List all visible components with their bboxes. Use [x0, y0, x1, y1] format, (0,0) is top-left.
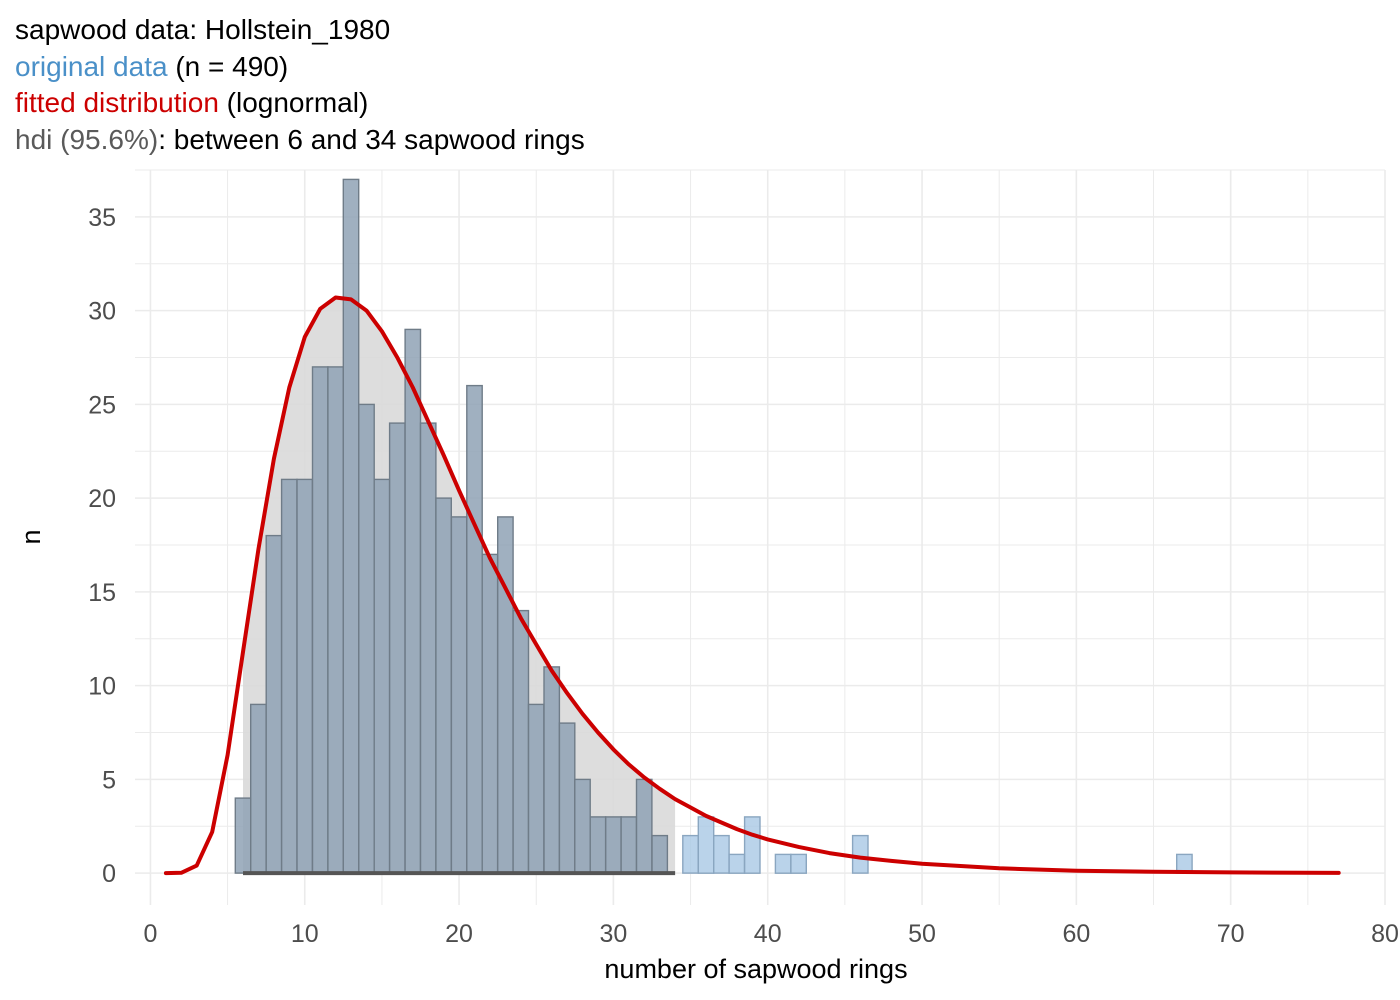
title-line-dataset: sapwood data: Hollstein_1980 [15, 14, 391, 45]
histogram-bar [713, 834, 730, 874]
histogram-bar [543, 666, 561, 874]
histogram-bar [682, 834, 699, 874]
x-tick-label: 0 [143, 920, 157, 948]
x-tick-label: 10 [291, 920, 319, 948]
x-tick-label: 40 [754, 920, 782, 948]
title-line-hdi: hdi (95.6%): between 6 and 34 sapwood ri… [15, 122, 585, 159]
histogram-bar [743, 816, 761, 874]
histogram-bar [574, 778, 591, 874]
histogram-bar [419, 422, 437, 874]
histogram-bar [635, 778, 653, 874]
histogram-bar [790, 853, 808, 874]
legend-fitted-type: (lognormal) [218, 87, 369, 118]
histogram-bar [342, 178, 360, 874]
histogram-bar [466, 384, 483, 874]
histogram-bar [620, 816, 638, 874]
y-axis-label: n [16, 529, 46, 544]
histogram-bar [728, 853, 746, 874]
x-tick-label: 30 [599, 920, 627, 948]
x-axis-label: number of sapwood rings [604, 954, 907, 984]
chart-title-block: sapwood data: Hollstein_1980 original da… [15, 12, 585, 158]
legend-fitted-distribution: fitted distribution [15, 87, 219, 118]
histogram-bar [450, 516, 468, 874]
legend-original-data: original data [15, 50, 168, 82]
title-line-fitted: fitted distribution (lognormal) [15, 85, 585, 122]
legend-hdi-range: : between 6 and 34 sapwood rings [158, 123, 585, 155]
histogram-bar [774, 853, 792, 874]
y-tick-label: 15 [88, 579, 116, 607]
y-tick-label: 10 [88, 673, 116, 701]
histogram-bar [296, 478, 314, 874]
histogram-bar [697, 816, 715, 874]
histogram-bar [234, 797, 252, 874]
title-line-original: original data (n = 490) [15, 49, 585, 86]
x-tick-label: 80 [1371, 920, 1399, 948]
y-tick-label: 25 [88, 391, 116, 419]
y-tick-label: 0 [102, 860, 116, 888]
histogram-bar [527, 703, 545, 874]
histogram-bar [558, 722, 576, 874]
y-tick-label: 35 [88, 204, 116, 232]
histogram-bar [404, 328, 422, 874]
histogram-bar [589, 816, 607, 874]
histogram-bars [234, 178, 1193, 874]
y-tick-label: 5 [102, 766, 116, 794]
legend-hdi: hdi (95.6%) [15, 123, 159, 155]
y-tick-label: 30 [88, 298, 116, 326]
axis-ticks: 0 10 20 30 40 50 60 70 80 0 5 10 15 20 25 30 35 [88, 204, 1399, 948]
histogram-bar [512, 609, 530, 874]
histogram-bar [605, 816, 622, 874]
histogram-bar [388, 422, 406, 874]
x-tick-label: 50 [908, 920, 936, 948]
fitted-line [163, 295, 1341, 876]
histogram-bar [435, 497, 452, 874]
legend-original-count: (n = 490) [167, 50, 289, 82]
x-tick-label: 20 [445, 920, 473, 948]
histogram-bar [280, 478, 298, 874]
fitted-density-line [163, 295, 1341, 876]
x-tick-label: 60 [1062, 920, 1090, 948]
histogram-bar [851, 834, 869, 874]
histogram-bar [497, 516, 514, 874]
histogram-bar [327, 366, 344, 874]
x-tick-label: 70 [1217, 920, 1245, 948]
histogram-bar [358, 403, 375, 874]
histogram-bar [373, 478, 391, 874]
histogram-bar [651, 834, 669, 874]
histogram-bar [481, 553, 499, 874]
histogram-bar [311, 366, 329, 874]
histogram-bar [265, 534, 283, 874]
y-tick-label: 20 [88, 485, 116, 513]
histogram-bar [249, 703, 267, 874]
